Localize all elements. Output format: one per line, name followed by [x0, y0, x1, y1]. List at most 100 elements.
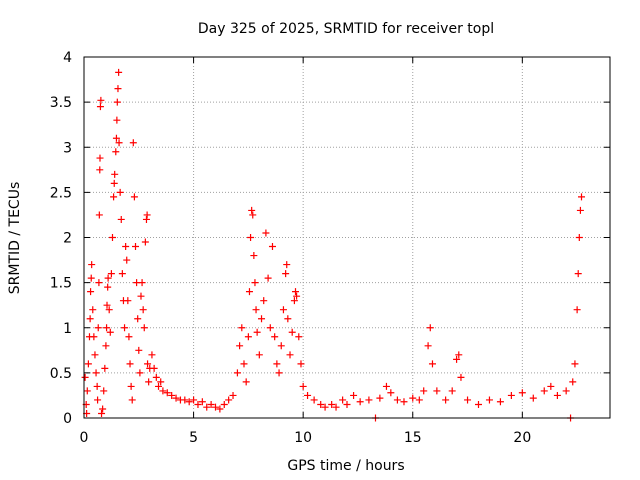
data-point: [553, 391, 561, 399]
x-tick-label: 20: [513, 430, 531, 446]
data-point: [86, 315, 94, 323]
data-point: [152, 373, 160, 381]
data-point: [96, 166, 104, 174]
data-point: [244, 333, 252, 341]
data-point: [248, 206, 256, 214]
data-point: [138, 279, 146, 287]
data-point: [529, 394, 537, 402]
data-point: [457, 373, 465, 381]
y-tick-label: 3.5: [50, 95, 72, 111]
data-point: [194, 400, 202, 408]
y-tick-label: 0.5: [50, 366, 72, 382]
data-point: [507, 391, 515, 399]
chart-title: Day 325 of 2025, SRMTID for receiver top…: [198, 21, 494, 37]
data-point: [251, 279, 259, 287]
data-point: [365, 396, 373, 404]
data-point: [103, 301, 111, 309]
data-point: [125, 333, 133, 341]
data-point: [87, 288, 95, 296]
data-point: [163, 389, 171, 397]
data-point: [135, 346, 143, 354]
data-point: [128, 396, 136, 404]
data-point: [343, 400, 351, 408]
data-point: [275, 369, 283, 377]
data-point: [145, 378, 153, 386]
data-point: [433, 387, 441, 395]
data-point: [266, 324, 274, 332]
data-point: [350, 391, 358, 399]
data-point: [115, 68, 123, 76]
data-point: [91, 351, 99, 359]
data-point: [424, 342, 432, 350]
data-point: [81, 373, 89, 381]
data-point: [112, 148, 120, 156]
data-point: [282, 270, 290, 278]
data-point: [96, 154, 104, 162]
data-point: [106, 328, 114, 336]
data-point: [382, 382, 390, 390]
data-point: [297, 360, 305, 368]
data-point: [96, 103, 104, 111]
data-point: [268, 243, 276, 251]
data-point: [104, 274, 112, 282]
x-tick-label: 15: [404, 430, 422, 446]
data-point: [115, 139, 123, 147]
data-point: [229, 391, 237, 399]
axis-ticks: [83, 56, 610, 419]
data-point: [518, 389, 526, 397]
data-point: [126, 360, 134, 368]
data-point: [97, 96, 105, 104]
x-axis-label: GPS time / hours: [287, 458, 404, 474]
data-point: [143, 211, 151, 219]
data-point: [328, 400, 336, 408]
data-point: [105, 306, 113, 314]
data-point: [101, 364, 109, 372]
data-point: [148, 351, 156, 359]
data-point: [150, 364, 158, 372]
data-point: [574, 270, 582, 278]
data-points: [81, 68, 586, 422]
data-point: [249, 211, 257, 219]
data-point: [295, 333, 303, 341]
data-point: [356, 398, 364, 406]
data-point: [426, 324, 434, 332]
data-point: [428, 360, 436, 368]
data-point: [255, 351, 263, 359]
data-point: [185, 398, 193, 406]
data-point: [271, 333, 279, 341]
data-point: [238, 324, 246, 332]
data-point: [98, 409, 106, 417]
data-point: [540, 387, 548, 395]
data-point: [134, 315, 142, 323]
data-point: [293, 292, 301, 300]
data-point: [99, 405, 107, 413]
data-point: [400, 398, 408, 406]
data-point: [455, 351, 463, 359]
data-point: [262, 229, 270, 237]
data-point: [212, 403, 219, 411]
data-point: [155, 382, 163, 390]
data-point: [260, 297, 268, 305]
data-point: [84, 360, 92, 368]
data-point: [107, 270, 115, 278]
data-point: [485, 396, 493, 404]
data-point: [83, 387, 91, 395]
data-point: [420, 387, 428, 395]
data-point: [442, 396, 450, 404]
data-point: [236, 342, 244, 350]
data-point: [569, 378, 577, 386]
data-point: [112, 134, 120, 142]
data-point: [89, 306, 97, 314]
data-point: [127, 382, 135, 390]
y-tick-label: 2.5: [50, 185, 72, 201]
data-point: [393, 396, 401, 404]
data-point: [475, 400, 482, 408]
data-point: [317, 400, 325, 408]
data-point: [141, 238, 149, 246]
data-point: [207, 400, 215, 408]
data-point: [139, 306, 147, 314]
data-point: [118, 270, 126, 278]
data-point: [113, 116, 121, 124]
data-point: [122, 243, 130, 251]
